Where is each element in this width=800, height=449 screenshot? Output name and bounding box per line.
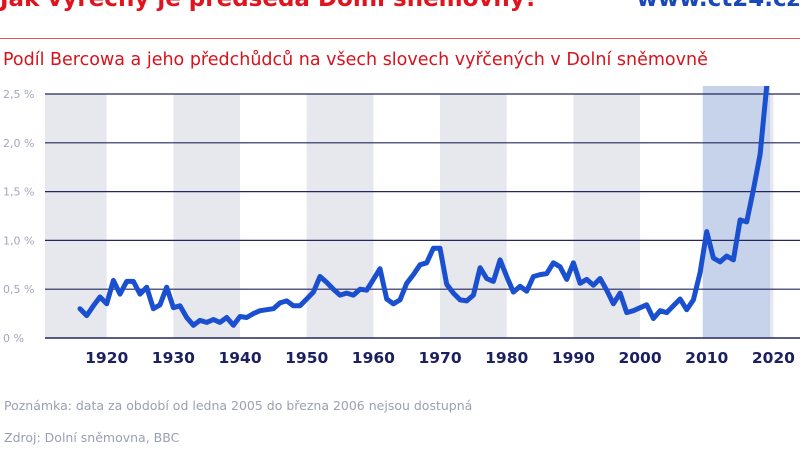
- y-tick-label: 2,5 %: [3, 88, 34, 101]
- headline: Jak vyřečný je předseda Dolní sněmovny?: [0, 0, 538, 12]
- y-tick-label: 0,5 %: [3, 283, 34, 296]
- y-tick-label: 1,5 %: [3, 186, 34, 199]
- x-tick-label: 2000: [618, 349, 661, 367]
- y-tick-label: 1,0 %: [3, 234, 34, 247]
- x-tick-label: 1990: [552, 349, 595, 367]
- x-tick-label: 1940: [218, 349, 261, 367]
- y-tick-label: 2,0 %: [3, 137, 34, 150]
- decade-band: [45, 94, 107, 338]
- divider: [0, 38, 800, 39]
- x-tick-label: 1950: [285, 349, 328, 367]
- brand-link[interactable]: www.ct24.cz: [637, 0, 800, 12]
- y-tick-label: 0 %: [3, 332, 24, 345]
- x-tick-label: 1920: [85, 349, 128, 367]
- data-line: [77, 86, 770, 328]
- footnote: Poznámka: data za období od ledna 2005 d…: [4, 398, 473, 413]
- chart-title: Podíl Bercowa a jeho předchůdců na všech…: [3, 50, 708, 70]
- x-tick-label: 1980: [485, 349, 528, 367]
- decade-band: [173, 94, 241, 338]
- decade-band: [440, 94, 507, 338]
- decade-band: [573, 94, 641, 338]
- x-tick-label: 2010: [685, 349, 728, 367]
- x-tick-label: 2020: [752, 349, 795, 367]
- x-tick-label: 1970: [418, 349, 461, 367]
- decade-band: [306, 94, 374, 338]
- source: Zdroj: Dolní sněmovna, BBC: [4, 430, 180, 445]
- x-tick-label: 1930: [152, 349, 195, 367]
- highlight-band: [702, 86, 771, 338]
- x-tick-label: 1960: [352, 349, 395, 367]
